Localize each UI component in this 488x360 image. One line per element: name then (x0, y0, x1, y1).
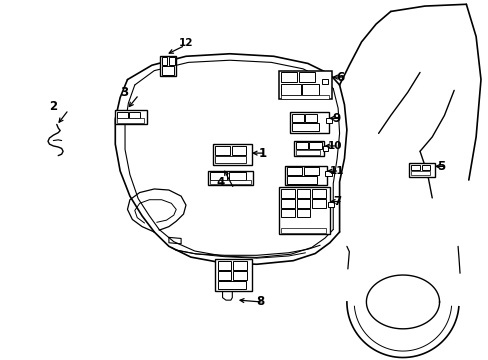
Bar (281, 210, 294, 217)
Bar (309, 142, 321, 149)
Text: 10: 10 (327, 141, 341, 151)
Bar (207, 171, 252, 185)
Bar (323, 146, 328, 150)
Bar (311, 189, 326, 198)
Text: 11: 11 (329, 166, 344, 176)
Bar (278, 71, 331, 99)
Text: 3: 3 (121, 86, 128, 99)
Bar (161, 57, 167, 64)
Bar (285, 166, 326, 185)
Bar (168, 57, 174, 64)
Bar (289, 112, 328, 133)
Bar (281, 228, 326, 233)
Bar (129, 112, 140, 118)
Bar (233, 261, 246, 270)
Bar (215, 259, 251, 291)
Bar (287, 176, 316, 184)
Bar (228, 172, 246, 180)
Text: 1: 1 (259, 147, 267, 159)
Bar (212, 144, 251, 165)
Bar (304, 167, 318, 175)
Bar (209, 180, 251, 184)
Bar (410, 165, 419, 170)
Bar (296, 199, 310, 208)
Text: 2: 2 (49, 100, 58, 113)
Bar (295, 142, 307, 149)
Bar (278, 187, 329, 234)
Bar (293, 140, 324, 156)
Text: 7: 7 (332, 195, 341, 208)
Bar (287, 167, 302, 175)
Bar (160, 56, 175, 76)
Text: 6: 6 (335, 71, 344, 84)
Bar (321, 79, 328, 84)
Bar (311, 199, 326, 208)
Bar (408, 163, 434, 177)
Bar (117, 118, 144, 123)
Bar (231, 146, 246, 155)
Bar (209, 172, 227, 180)
Text: 8: 8 (256, 295, 264, 308)
Bar (296, 189, 310, 198)
Bar (291, 123, 318, 131)
Bar (281, 199, 294, 208)
Bar (281, 189, 294, 198)
Bar (215, 156, 246, 163)
Bar (281, 95, 328, 99)
Bar (421, 165, 429, 170)
Bar (296, 210, 310, 217)
Bar (217, 271, 231, 280)
Text: 5: 5 (436, 160, 445, 173)
Bar (161, 66, 173, 75)
Bar (410, 171, 429, 175)
Bar (305, 114, 317, 122)
Bar (281, 72, 297, 82)
Bar (326, 118, 331, 123)
Text: 9: 9 (331, 112, 340, 125)
Text: 12: 12 (178, 38, 193, 48)
Bar (117, 112, 128, 118)
Bar (281, 84, 300, 95)
Bar (217, 282, 246, 289)
Bar (233, 271, 246, 280)
Bar (302, 84, 319, 95)
Bar (295, 149, 320, 155)
Bar (215, 146, 229, 155)
Bar (299, 72, 315, 82)
Bar (217, 261, 231, 270)
Bar (115, 110, 147, 125)
Bar (291, 114, 303, 122)
Text: 4: 4 (216, 176, 224, 189)
Bar (325, 171, 331, 176)
Bar (327, 202, 333, 207)
